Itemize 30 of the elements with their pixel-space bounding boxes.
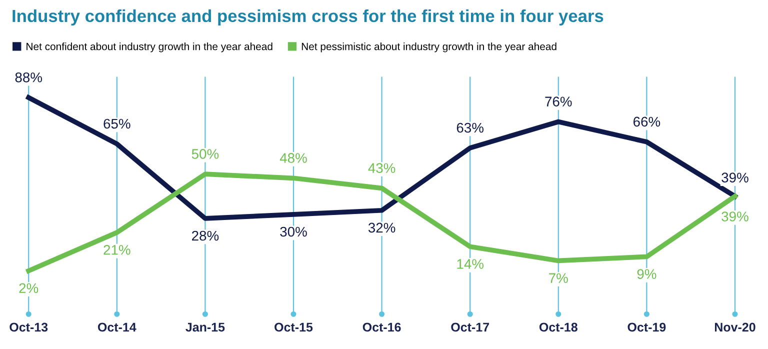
data-label: 39%: [722, 212, 748, 222]
x-tick-label: Oct-19: [628, 322, 666, 332]
data-label: 30%: [280, 226, 307, 237]
data-label: 39%: [722, 172, 748, 183]
data-label: 76%: [545, 96, 572, 106]
data-label: 28%: [192, 230, 219, 241]
data-label: 65%: [104, 118, 130, 129]
data-label: 14%: [457, 259, 484, 269]
data-label: 21%: [104, 244, 130, 255]
data-label: 63%: [456, 122, 484, 133]
data-label: 43%: [368, 163, 396, 173]
x-tick-label: Oct-14: [98, 322, 136, 332]
x-tick-label: Nov-20: [714, 322, 756, 332]
data-label: 7%: [549, 273, 568, 283]
legend-label: Net confident about industry growth in the year ahead: [26, 42, 272, 52]
x-tick-label: Oct-18: [539, 322, 578, 332]
x-tick-label: Oct-13: [10, 322, 48, 332]
x-tick-label: Oct-17: [451, 322, 489, 332]
x-tick-label: Oct-16: [362, 322, 401, 332]
data-label: 66%: [633, 116, 660, 127]
chart-title: Industry confidence and pessimism cross for the first time in four years: [12, 9, 604, 26]
data-label: 9%: [637, 269, 656, 279]
data-label: 48%: [280, 153, 307, 163]
x-tick-label: Jan-15: [186, 322, 225, 332]
data-label: 2%: [19, 283, 38, 293]
legend-label: Net pessimistic about industry growth in the year ahead: [302, 42, 556, 52]
data-label: 32%: [368, 222, 396, 233]
x-tick-label: Oct-15: [274, 322, 313, 332]
data-label: 88%: [15, 72, 42, 82]
data-label: 50%: [192, 149, 219, 159]
